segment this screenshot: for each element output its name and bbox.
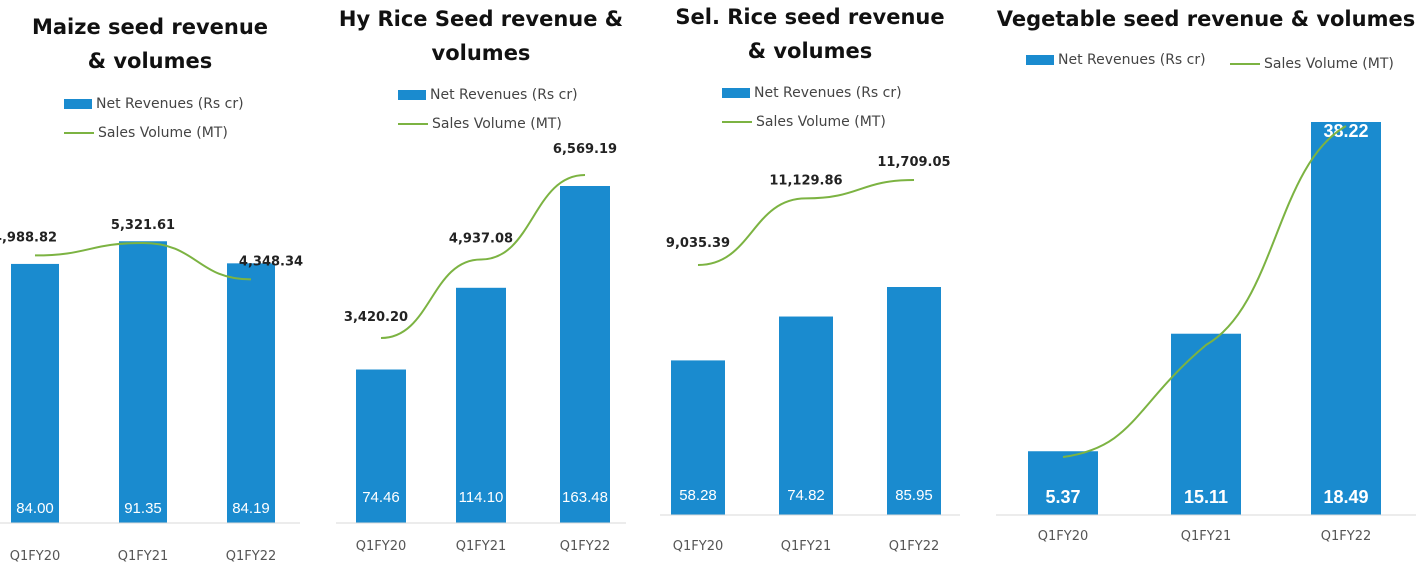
chart-title: Vegetable seed revenue & volumes: [996, 7, 1416, 31]
legend-label: Sales Volume (MT): [432, 116, 562, 132]
line-swatch-icon: [1230, 63, 1261, 65]
legend-label: Net Revenues (Rs cr): [754, 85, 902, 101]
legend-label: Net Revenues (Rs cr): [1058, 52, 1206, 68]
volume-data-label: 5.37: [1045, 487, 1080, 507]
chart-title: Maize seed revenue & volumes: [31, 15, 269, 73]
line-swatch-icon: [64, 132, 94, 134]
x-tick-label: Q1FY20: [10, 549, 60, 564]
bar-swatch-icon: [1026, 55, 1054, 65]
plot-area: 74.46 Q1FY20 114.10 Q1FY21 163.48 Q1FY22 3,420…: [336, 142, 626, 554]
revenue-data-label: 74.46: [362, 489, 400, 506]
revenue-data-label: 58.28: [679, 487, 717, 504]
legend-item-revenue: Net Revenues (Rs cr): [722, 83, 902, 103]
volume-data-label: 11,129.86: [769, 173, 842, 188]
revenue-data-label: 114.10: [459, 489, 504, 506]
volume-line: [1062, 125, 1347, 458]
legend-item-revenue: Net Revenues (Rs cr): [398, 85, 578, 105]
chart-legend: Net Revenues (Rs cr) Sales Volume (MT): [1026, 50, 1414, 83]
chart-legend: Net Revenues (Rs cr) Sales Volume (MT): [64, 94, 244, 152]
plot-area: 84.00 Q1FY20 91.35 Q1FY21 84.19 Q1FY22 4,988.8…: [0, 218, 303, 564]
revenue-bar: [671, 360, 725, 515]
x-tick-label: Q1FY20: [1038, 529, 1088, 544]
x-tick-label: Q1FY22: [889, 539, 939, 554]
legend-item-volume: Sales Volume (MT): [398, 114, 578, 134]
revenue-data-label: 17.63: [1183, 315, 1228, 335]
revenue-bar: [1028, 451, 1098, 515]
x-tick-label: Q1FY21: [118, 549, 168, 564]
revenue-data-label: 74.82: [787, 487, 825, 504]
legend-label: Sales Volume (MT): [1264, 56, 1394, 72]
line-swatch-icon: [722, 121, 752, 123]
x-tick-label: Q1FY21: [1181, 529, 1231, 544]
chart-legend: Net Revenues (Rs cr) Sales Volume (MT): [722, 83, 902, 141]
x-tick-label: Q1FY21: [781, 539, 831, 554]
legend-item-revenue: Net Revenues (Rs cr): [1026, 50, 1206, 70]
chart-hy-rice: Hy Rice Seed revenue & volumes Net Reven…: [336, 0, 626, 579]
revenue-bar: [887, 287, 941, 515]
legend-label: Sales Volume (MT): [98, 125, 228, 141]
chart-sel-rice: Sel. Rice seed revenue & volumes Net Rev…: [660, 0, 960, 579]
legend-label: Net Revenues (Rs cr): [96, 96, 244, 112]
volume-data-label: 18.49: [1323, 487, 1368, 507]
bar-swatch-icon: [722, 88, 750, 98]
plot-area: 58.28 Q1FY20 74.82 Q1FY21 85.95 Q1FY22 9,035.3…: [660, 155, 960, 554]
revenue-data-label: 6.20: [1045, 423, 1080, 443]
chart-maize: Maize seed revenue & volumes Net Revenue…: [0, 0, 303, 579]
bar-swatch-icon: [64, 99, 92, 109]
x-tick-label: Q1FY22: [560, 539, 610, 554]
volume-data-label: 6,569.19: [553, 142, 617, 157]
chart-title: Sel. Rice seed revenue & volumes: [675, 5, 945, 63]
chart-vegetable: Vegetable seed revenue & volumes Net Rev…: [996, 0, 1416, 579]
volume-line: [34, 241, 252, 281]
legend-item-revenue: Net Revenues (Rs cr): [64, 94, 244, 114]
x-tick-label: Q1FY21: [456, 539, 506, 554]
revenue-bar: [227, 263, 275, 523]
x-tick-label: Q1FY22: [1321, 529, 1371, 544]
volume-line: [697, 179, 915, 266]
plot-area: 6.20 17.63 38.22 Q1FY20 Q1FY21 Q1FY22 5.37 15.1…: [996, 121, 1416, 544]
volume-data-label: 4,937.08: [449, 231, 513, 246]
legend-item-volume: Sales Volume (MT): [722, 112, 902, 132]
revenue-bar: [779, 316, 833, 515]
revenue-bar: [456, 287, 506, 523]
revenue-bar: [119, 241, 167, 523]
revenue-data-label: 91.35: [124, 500, 162, 517]
chart-title: Hy Rice Seed revenue & volumes: [338, 7, 624, 65]
x-tick-label: Q1FY20: [673, 539, 723, 554]
revenue-bar: [1311, 122, 1381, 515]
revenue-bar: [356, 369, 406, 523]
revenue-bar: [1171, 333, 1241, 515]
revenue-bar: [560, 186, 610, 523]
volume-data-label: 4,348.34: [239, 254, 303, 269]
legend-item-volume: Sales Volume (MT): [64, 123, 244, 143]
x-tick-label: Q1FY20: [356, 539, 406, 554]
x-tick-label: Q1FY22: [226, 549, 276, 564]
legend-label: Sales Volume (MT): [756, 114, 886, 130]
volume-data-label: 5,321.61: [111, 218, 175, 233]
revenue-data-label: 84.19: [232, 500, 270, 517]
revenue-bar: [11, 263, 59, 523]
legend-item-volume: Sales Volume (MT): [1230, 54, 1394, 74]
bar-swatch-icon: [398, 90, 426, 100]
revenue-data-label: 84.00: [16, 500, 54, 517]
revenue-data-label: 85.95: [895, 487, 933, 504]
revenue-data-label: 163.48: [562, 489, 608, 506]
volume-data-label: 4,988.82: [0, 230, 57, 245]
legend-label: Net Revenues (Rs cr): [430, 87, 578, 103]
volume-data-label: 11,709.05: [877, 155, 950, 170]
chart-legend: Net Revenues (Rs cr) Sales Volume (MT): [398, 85, 578, 143]
volume-data-label: 15.11: [1184, 487, 1228, 507]
volume-data-label: 3,420.20: [344, 310, 408, 325]
line-swatch-icon: [398, 123, 428, 125]
volume-data-label: 9,035.39: [666, 236, 730, 251]
revenue-data-label: 38.22: [1323, 121, 1368, 141]
